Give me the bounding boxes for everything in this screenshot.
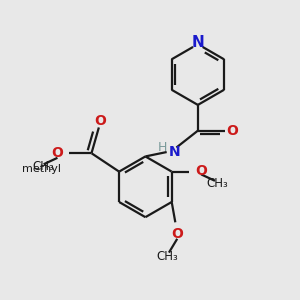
Text: N: N [191, 35, 204, 50]
Text: CH₃: CH₃ [33, 160, 55, 172]
Text: O: O [226, 124, 238, 138]
Text: CH₃: CH₃ [156, 250, 178, 263]
Text: O: O [52, 146, 63, 160]
Text: H: H [158, 141, 168, 154]
Text: CH₃: CH₃ [207, 177, 229, 190]
Text: O: O [171, 227, 183, 241]
Text: N: N [169, 145, 181, 159]
Text: methyl: methyl [22, 164, 61, 174]
Text: O: O [195, 164, 207, 178]
Text: O: O [94, 114, 106, 128]
